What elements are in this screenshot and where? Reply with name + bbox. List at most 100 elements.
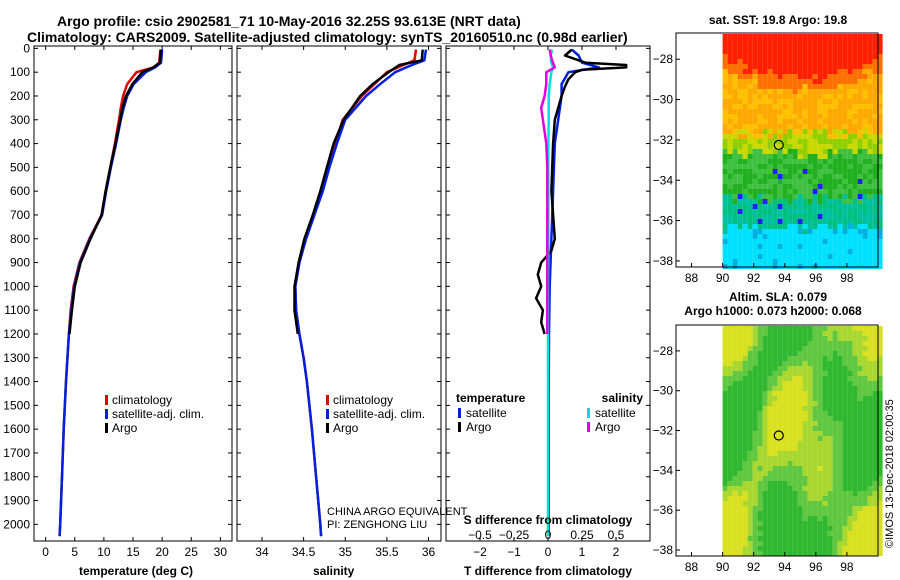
map-cell [817,456,823,461]
map-cell [822,64,828,69]
map-cell [742,219,748,224]
map-cell [837,541,843,546]
x-tick-label: 25 [185,545,199,559]
map-cell [787,34,793,39]
map-cell [872,79,878,84]
map-cell [777,531,783,536]
map-cell [877,54,883,59]
map-cell [842,229,848,234]
map-cell [727,546,733,551]
map-cell [737,346,743,351]
map-cell [787,44,793,49]
map-cell [752,401,758,406]
map-cell [722,119,728,124]
map-cell [807,149,813,154]
map-cell [877,119,883,124]
map-cell [782,159,788,164]
map-cell [747,471,753,476]
map-cell [792,139,798,144]
map-cell [737,39,743,44]
top-axis-tick-label: −0.25 [499,528,530,542]
map-cell [767,59,773,64]
map-cell [852,134,858,139]
map-cell [827,351,833,356]
map-cell [752,234,758,239]
map-cell [772,401,778,406]
map-cell [792,124,798,129]
map-cell [792,94,798,99]
map-cell [802,219,808,224]
map-cell [857,361,863,366]
map-cell [732,84,738,89]
map-cell [782,144,788,149]
map-cell [727,229,733,234]
map-cell [802,159,808,164]
map-cell [757,74,763,79]
map-cell [787,124,793,129]
map-x-tick-label: 88 [685,271,699,285]
map-cell [847,466,853,471]
map-cell [722,436,728,441]
series-line-satellite-adj-clim- [294,49,428,537]
map-cell [737,229,743,234]
map-cell [762,144,768,149]
map-cell [727,391,733,396]
map-cell [722,441,728,446]
map-cell [847,79,853,84]
map-cell [772,441,778,446]
map-cell [737,219,743,224]
map-cell [762,416,768,421]
map-cell [792,411,798,416]
map-cell [862,451,868,456]
map-cell [872,129,878,134]
map-cell [822,104,828,109]
map-cell [847,59,853,64]
figure-title-line2: Climatology: CARS2009. Satellite-adjuste… [27,29,628,45]
map-cell [842,391,848,396]
map-cell [752,224,758,229]
map-cell [727,104,733,109]
map-cell [777,421,783,426]
map-cell [737,164,743,169]
map-cell [787,154,793,159]
map-cell [757,149,763,154]
map-cell [762,351,768,356]
map-cell [732,516,738,521]
map-cell [762,34,768,39]
map-cell [782,396,788,401]
map-cell [852,466,858,471]
map-cell [722,169,728,174]
map-cell [777,154,783,159]
map-cell [842,249,848,254]
map-cell [742,406,748,411]
map-cell [867,69,873,74]
map-y-tick-label: −38 [653,254,674,268]
map-cell [777,336,783,341]
map-cell [722,531,728,536]
map-cell [787,84,793,89]
map-cell [727,366,733,371]
map-cell [842,376,848,381]
map-cell [832,381,838,386]
map-cell [782,406,788,411]
map-cell [822,119,828,124]
map-cell [777,214,783,219]
map-cell [822,99,828,104]
map-cell [852,441,858,446]
map-cell [827,164,833,169]
map-cell [782,214,788,219]
map-cell [837,139,843,144]
map-cell [877,491,883,496]
map-cell [837,169,843,174]
map-cell [777,416,783,421]
map-cell [722,381,728,386]
map-cell [782,139,788,144]
map-cell [842,516,848,521]
map-cell [732,356,738,361]
map-cell [747,44,753,49]
map-cell [852,204,858,209]
map-cell [842,346,848,351]
map-cell [877,361,883,366]
map-cell [742,229,748,234]
map-cell [802,511,808,516]
